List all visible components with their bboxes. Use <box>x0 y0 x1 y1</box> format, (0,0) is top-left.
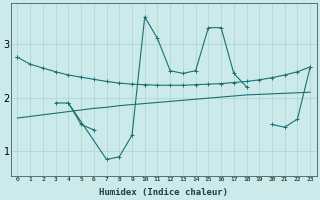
X-axis label: Humidex (Indice chaleur): Humidex (Indice chaleur) <box>99 188 228 197</box>
